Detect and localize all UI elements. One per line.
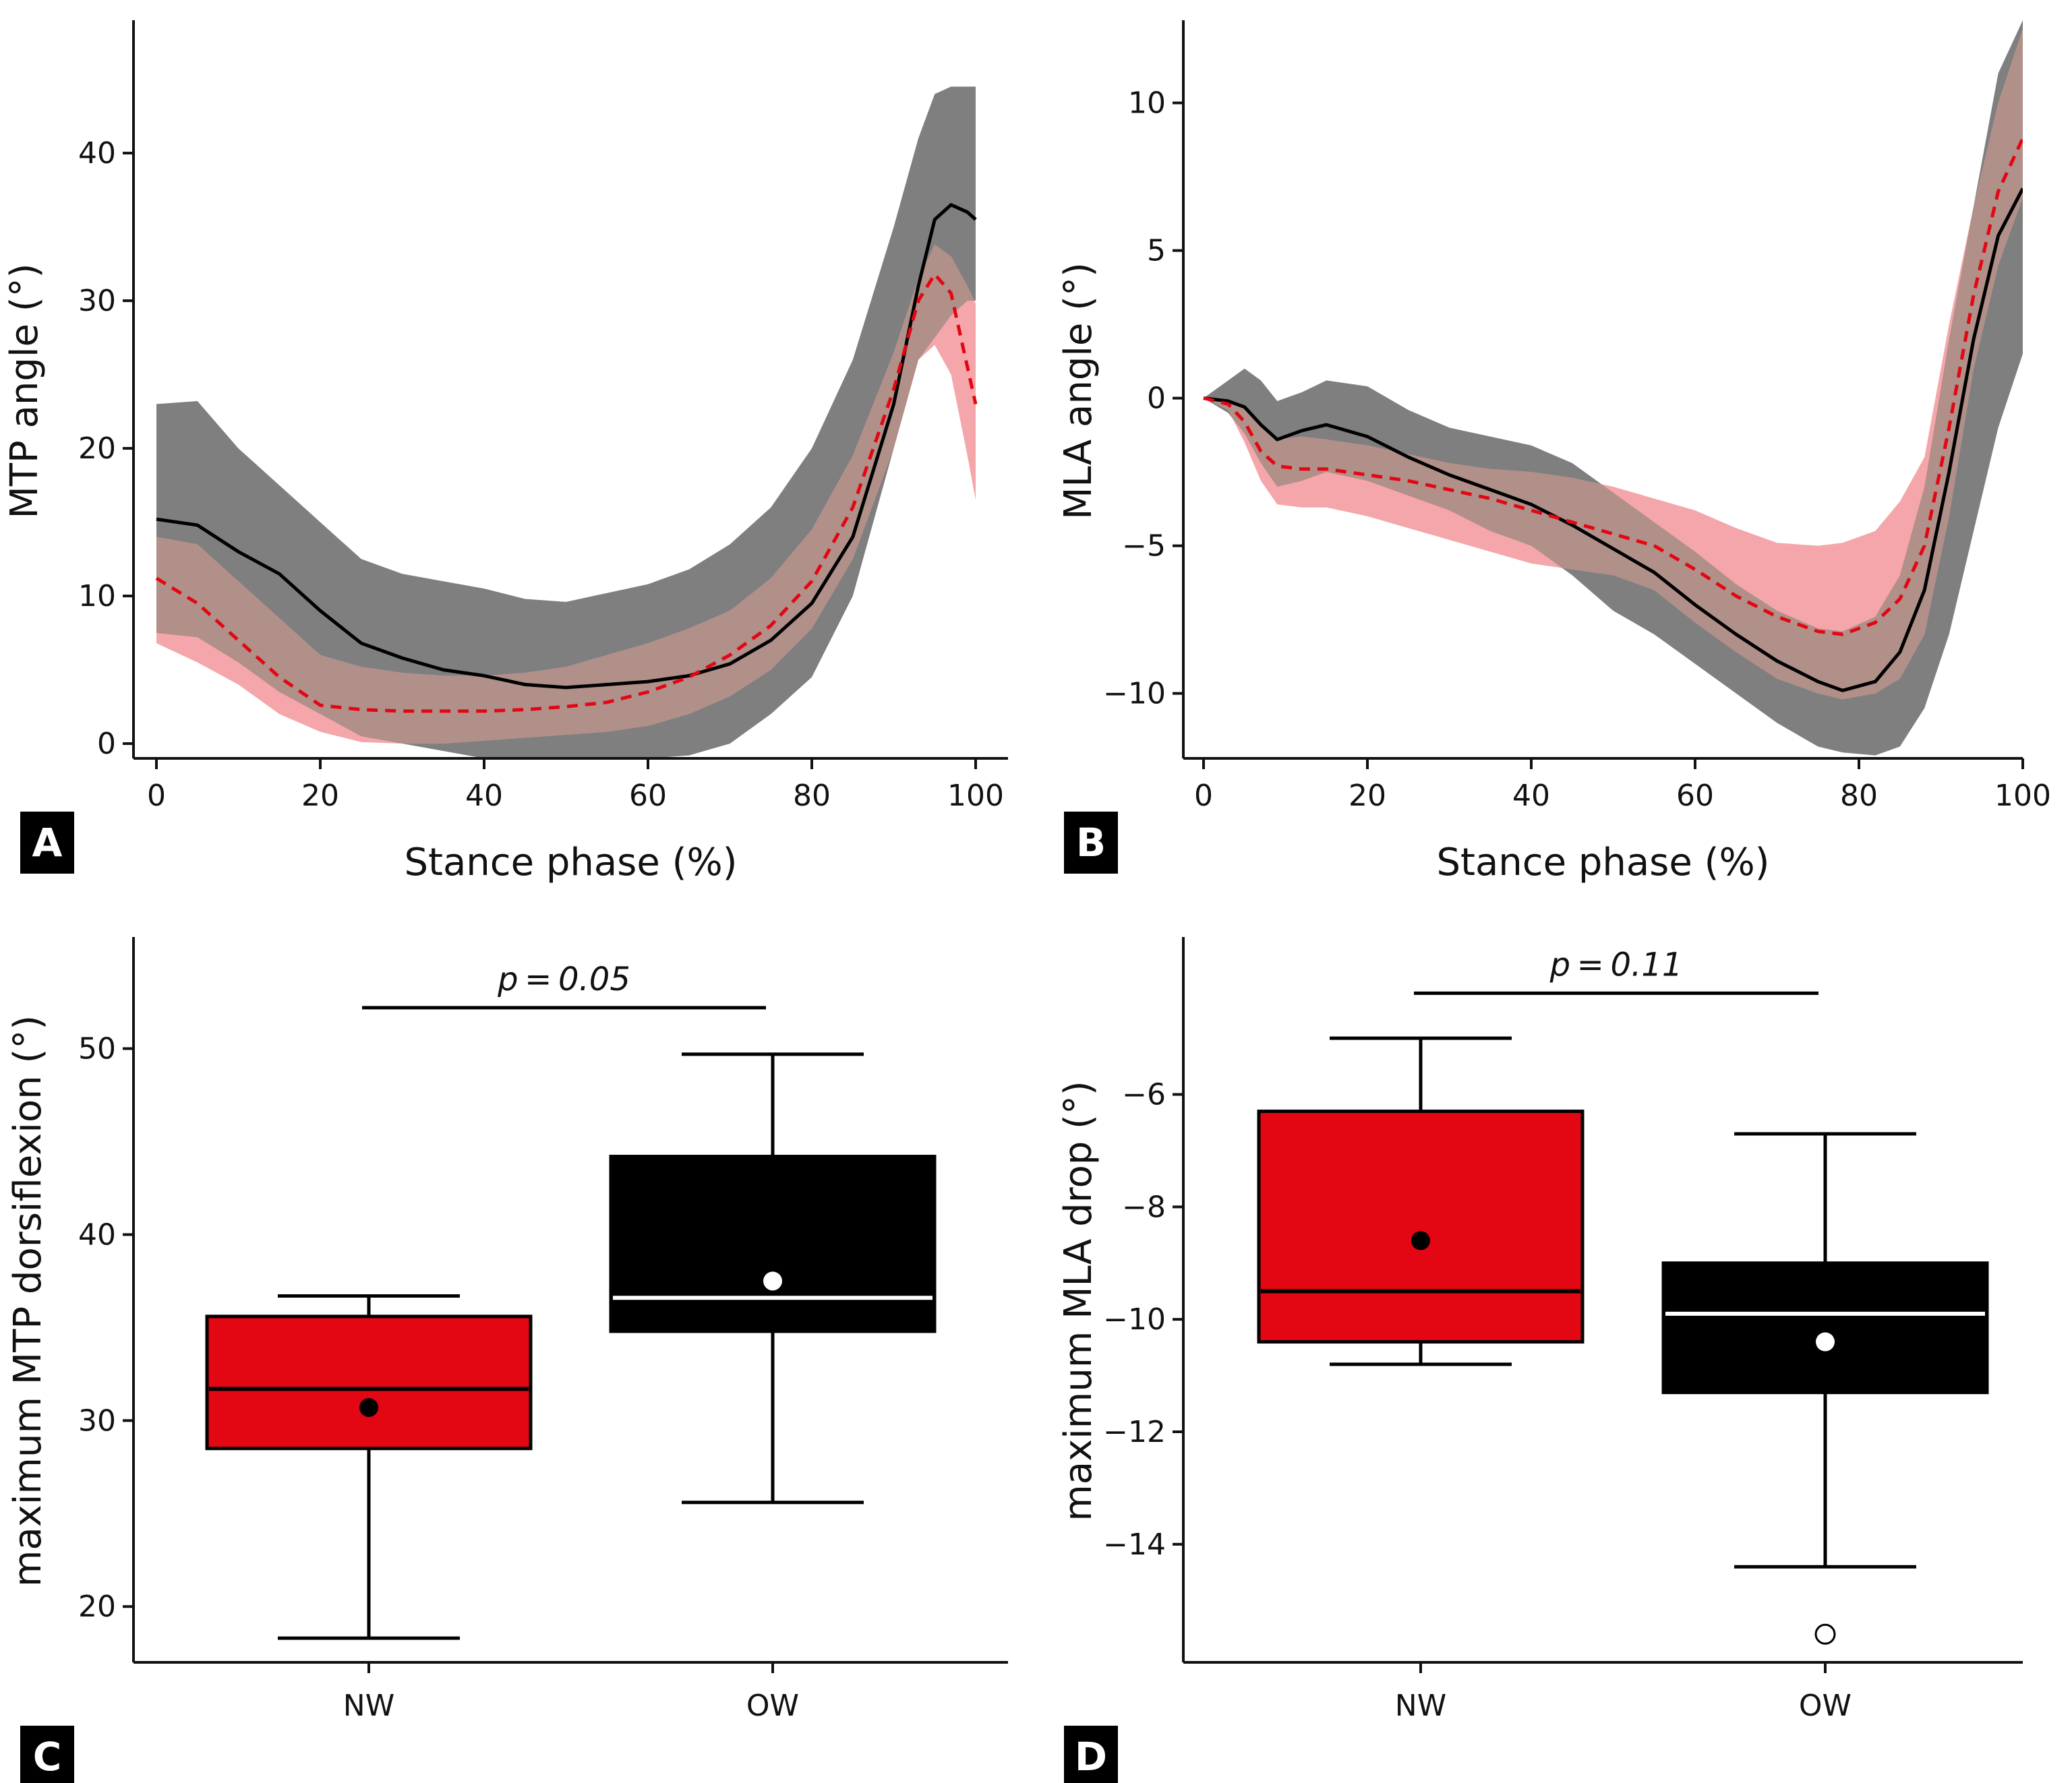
x-tick-label: OW — [1799, 1689, 1852, 1723]
x-tick-label: NW — [1395, 1689, 1446, 1723]
y-tick-label: 20 — [78, 1590, 116, 1624]
y-tick-label: 10 — [1128, 86, 1166, 121]
plot-area — [155, 86, 978, 758]
y-tick-label: 0 — [1147, 382, 1166, 416]
mean-marker — [1411, 1231, 1430, 1250]
x-tick-label: 100 — [1994, 779, 2051, 813]
y-tick-label: 20 — [78, 431, 116, 466]
x-tick-label: 20 — [1349, 779, 1386, 813]
line-chart-panel-b: 0 20 40 60 80 100 Stance phase (%) −10 −5 0 5 10 MLA… — [1057, 20, 2051, 884]
x-tick-label: 0 — [1194, 779, 1213, 813]
x-tick-label: 40 — [465, 779, 503, 813]
y-tick-label: −5 — [1122, 529, 1166, 564]
x-tick-label: NW — [343, 1689, 394, 1723]
panel-label-box — [1064, 812, 1118, 874]
sd-band-overlap — [1204, 29, 2023, 700]
iqr-box — [609, 1155, 937, 1333]
p-value-label: p = 0.05 — [497, 961, 630, 998]
x-tick-label: 0 — [147, 779, 166, 813]
panel-label: A — [32, 820, 63, 866]
y-tick-label: −8 — [1122, 1190, 1166, 1224]
box-chart-panel-c: p = 0.05 NW OW 20 30 40 50 maximum MTP dorsifle… — [6, 937, 1008, 1783]
sd-band-ow — [1204, 20, 2023, 756]
y-tick-label: 30 — [78, 1403, 116, 1438]
y-tick-label: 50 — [78, 1032, 116, 1066]
panel-label: D — [1075, 1734, 1107, 1780]
iqr-box — [205, 1314, 533, 1451]
y-tick-label: −10 — [1103, 1302, 1166, 1337]
box-nw — [205, 1294, 533, 1640]
outlier-marker — [1814, 1623, 1836, 1645]
box-nw — [1257, 1036, 1585, 1366]
box-chart-panel-d: p = 0.11 NW OW −14 −12 −10 −8 −6 maximum MLA dro… — [1057, 937, 2023, 1783]
y-tick-label: −14 — [1103, 1528, 1166, 1562]
y-tick-label: 0 — [97, 727, 116, 761]
y-tick-label: 40 — [78, 136, 116, 171]
iqr-box — [1661, 1261, 1989, 1395]
y-tick-label: −12 — [1103, 1415, 1166, 1449]
panel-label-box — [20, 1726, 74, 1783]
sd-band-overlap — [156, 244, 976, 744]
y-tick-label: 5 — [1147, 234, 1166, 268]
panel-label-box — [20, 812, 74, 874]
mean-line-ow — [1203, 187, 2023, 692]
x-axis-title: Stance phase (%) — [1436, 841, 1769, 884]
y-tick-label: −6 — [1122, 1078, 1166, 1112]
y-tick-label: 30 — [78, 284, 116, 318]
y-axis-title: MTP angle (°) — [3, 264, 47, 519]
box-ow — [1661, 1132, 1989, 1645]
panel-label: B — [1076, 820, 1106, 866]
x-tick-label: 80 — [793, 779, 831, 813]
panel-label: C — [33, 1734, 62, 1780]
box-ow — [609, 1052, 937, 1505]
y-tick-label: −10 — [1103, 677, 1166, 711]
mean-marker — [763, 1271, 782, 1291]
x-tick-label: 60 — [1676, 779, 1714, 813]
mean-line-ow — [156, 203, 977, 690]
iqr-box — [1257, 1110, 1585, 1344]
y-axis-title: maximum MLA drop (°) — [1057, 1081, 1100, 1521]
y-tick-label: 40 — [78, 1217, 116, 1252]
x-tick-label: OW — [746, 1689, 799, 1723]
mean-line-nw — [1203, 138, 2023, 636]
y-axis-title: MLA angle (°) — [1057, 262, 1100, 520]
mean-line-nw — [155, 272, 978, 713]
p-value-label: p = 0.11 — [1549, 946, 1683, 984]
panel-label-box — [1064, 1726, 1118, 1783]
x-axis-title: Stance phase (%) — [404, 841, 737, 884]
x-tick-label: 60 — [629, 779, 667, 813]
line-chart-panel-a: 0 20 40 60 80 100 Stance phase (%) 0 10 20 30 40 MTP… — [3, 20, 1008, 884]
x-tick-label: 100 — [947, 779, 1004, 813]
mean-marker — [1816, 1332, 1835, 1352]
x-tick-label: 80 — [1840, 779, 1878, 813]
mean-marker — [359, 1398, 378, 1418]
x-tick-label: 40 — [1512, 779, 1550, 813]
y-tick-label: 10 — [78, 579, 116, 613]
x-tick-label: 20 — [301, 779, 339, 813]
y-axis-title: maximum MTP dorsiflexion (°) — [6, 1015, 50, 1587]
plot-area — [1203, 20, 2023, 756]
